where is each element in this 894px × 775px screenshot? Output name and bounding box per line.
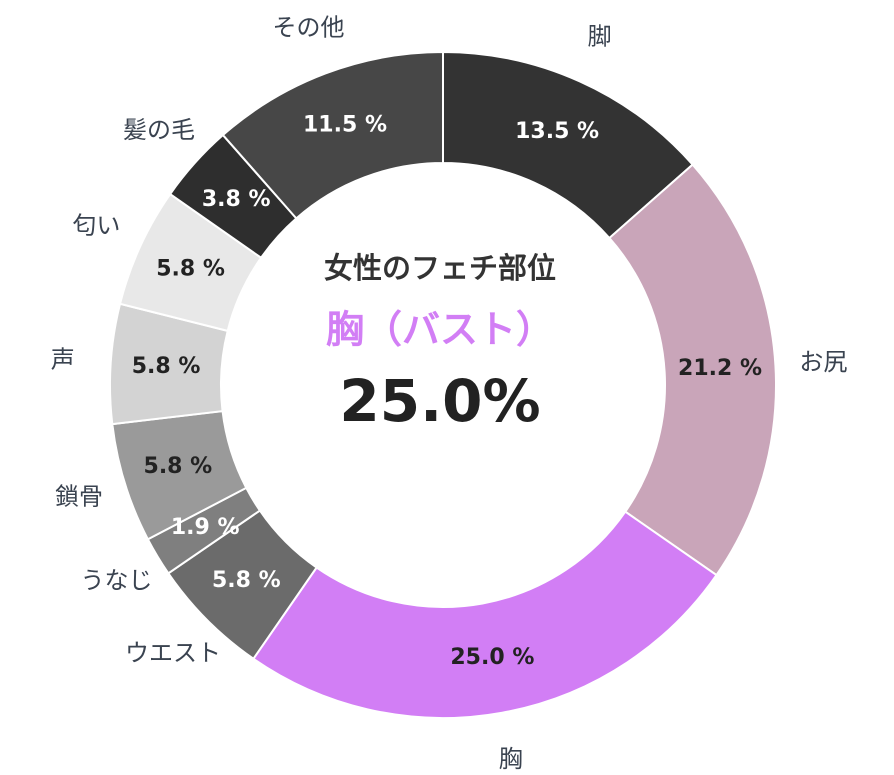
value-label: 1.9 % — [171, 515, 240, 540]
category-label: うなじ — [80, 566, 152, 594]
category-label: その他 — [272, 14, 344, 42]
slice — [607, 163, 777, 577]
value-label: 3.8 % — [202, 187, 271, 212]
center-title: 女性のフェチ部位 — [324, 251, 556, 285]
donut — [109, 50, 777, 719]
value-label: 25.0 % — [450, 645, 534, 670]
category-label: お尻 — [799, 348, 847, 376]
category-label: 鎖骨 — [55, 482, 103, 510]
category-label: 声 — [51, 346, 75, 374]
value-label: 5.8 % — [156, 257, 225, 282]
value-label: 13.5 % — [515, 119, 599, 144]
slice — [252, 510, 718, 719]
value-label: 5.8 % — [132, 354, 201, 379]
value-label: 21.2 % — [678, 356, 762, 381]
category-label: 胸 — [499, 745, 523, 773]
center-highlight-name: 胸（バスト） — [326, 308, 554, 352]
category-label: ウエスト — [125, 639, 221, 667]
slice — [221, 50, 444, 220]
value-label: 11.5 % — [303, 112, 387, 137]
value-label: 5.8 % — [212, 568, 281, 593]
category-label: 髪の毛 — [123, 116, 195, 144]
center-highlight-value: 25.0% — [339, 367, 540, 435]
category-label: 匂い — [72, 212, 120, 240]
value-label: 5.8 % — [144, 454, 213, 479]
category-label: 脚 — [588, 23, 612, 51]
